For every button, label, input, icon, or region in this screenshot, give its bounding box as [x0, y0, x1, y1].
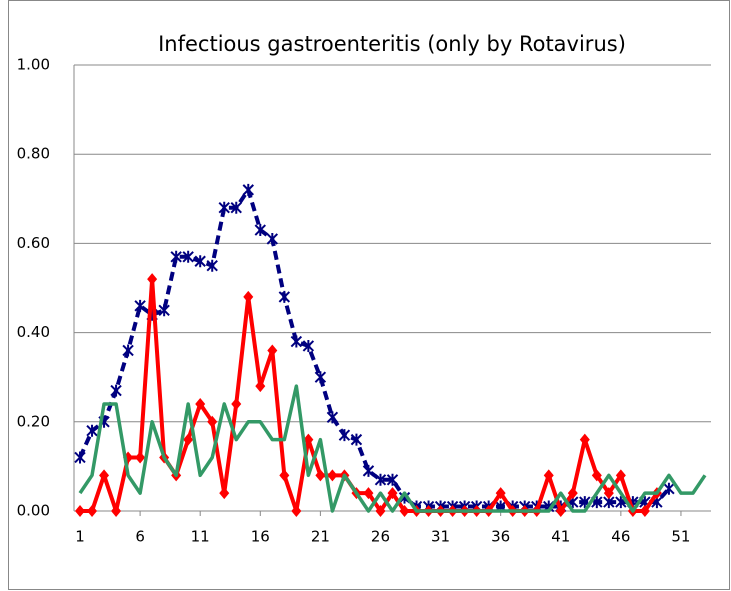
marker	[375, 505, 386, 517]
marker	[243, 290, 254, 303]
marker	[663, 482, 675, 495]
marker	[267, 344, 278, 357]
marker	[338, 429, 351, 442]
x-tick-label: 36	[491, 528, 510, 546]
marker	[218, 201, 230, 214]
marker	[555, 505, 566, 517]
x-tick-label: 21	[311, 528, 330, 546]
x-tick-label: 11	[191, 528, 210, 546]
marker	[603, 487, 614, 500]
marker	[158, 304, 170, 317]
marker	[182, 250, 194, 263]
marker	[399, 505, 410, 517]
marker	[170, 250, 182, 263]
marker	[110, 384, 122, 397]
y-tick-label: 0.00	[17, 502, 50, 520]
marker	[230, 201, 242, 214]
marker	[75, 505, 86, 517]
marker	[639, 505, 650, 517]
x-tick-label: 26	[371, 528, 390, 546]
marker	[314, 371, 327, 384]
marker	[326, 411, 339, 424]
marker	[183, 433, 194, 446]
marker	[350, 433, 363, 446]
marker	[194, 255, 206, 268]
marker	[363, 487, 374, 500]
x-tick-label: 1	[75, 528, 85, 546]
marker	[134, 299, 146, 312]
x-tick-label: 31	[431, 528, 450, 546]
chart-frame	[8, 0, 730, 590]
marker	[87, 505, 98, 517]
marker	[591, 469, 602, 482]
y-tick-label: 0.20	[17, 412, 50, 430]
marker	[302, 339, 315, 352]
y-tick-label: 0.60	[17, 234, 50, 252]
marker	[278, 290, 291, 303]
marker	[255, 380, 266, 393]
marker	[327, 469, 338, 482]
y-tick-label: 1.00	[17, 56, 50, 74]
marker	[254, 224, 266, 237]
marker	[615, 469, 626, 482]
marker	[86, 424, 98, 437]
y-tick-label: 0.40	[17, 323, 50, 341]
marker	[195, 397, 206, 410]
marker	[290, 335, 303, 348]
marker	[291, 505, 302, 517]
marker	[231, 397, 242, 410]
marker	[122, 344, 134, 357]
marker	[495, 487, 506, 500]
marker	[387, 487, 398, 500]
x-tick-label: 16	[251, 528, 270, 546]
marker	[219, 487, 230, 500]
x-tick-label: 46	[611, 528, 630, 546]
marker	[242, 183, 254, 196]
x-tick-label: 51	[671, 528, 690, 546]
marker	[543, 469, 554, 482]
marker	[266, 232, 279, 245]
marker	[111, 505, 122, 517]
chart-title: Infectious gastroenteritis (only by Rota…	[158, 32, 626, 56]
marker	[135, 451, 146, 464]
x-tick-label: 41	[551, 528, 570, 546]
marker	[579, 433, 590, 446]
marker	[374, 473, 387, 486]
series-line	[78, 384, 707, 513]
x-tick-label: 6	[135, 528, 145, 546]
marker	[386, 473, 399, 486]
marker	[567, 487, 578, 500]
marker	[362, 464, 375, 477]
marker	[315, 469, 326, 482]
marker	[147, 273, 158, 286]
y-tick-label: 0.80	[17, 145, 50, 163]
marker	[206, 259, 218, 272]
marker	[74, 451, 86, 464]
marker	[207, 415, 218, 428]
marker	[303, 433, 314, 446]
marker	[279, 469, 290, 482]
marker	[99, 469, 110, 482]
